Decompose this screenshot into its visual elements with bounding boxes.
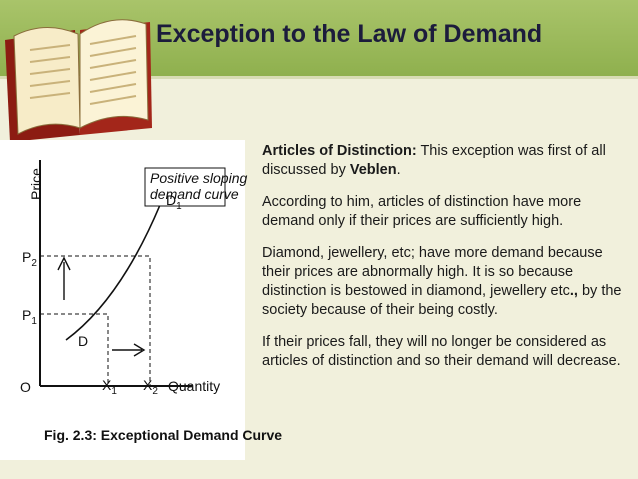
bold-text: Veblen bbox=[349, 162, 397, 178]
demand-curve bbox=[65, 204, 161, 341]
guide-lines bbox=[40, 255, 151, 386]
annotation: Positive sloping bbox=[150, 170, 247, 186]
paragraph: Articles of Distinction: This exception … bbox=[262, 142, 634, 180]
paragraph: If their prices fall, they will no longe… bbox=[262, 333, 634, 371]
text: According to him, articles of distinctio… bbox=[262, 194, 582, 229]
header-rule bbox=[0, 76, 638, 79]
quantity-label: X1 bbox=[102, 377, 117, 397]
book-icon bbox=[5, 19, 152, 142]
curve-label: D1 bbox=[166, 192, 182, 212]
paragraph: According to him, articles of distinctio… bbox=[262, 193, 634, 231]
annotation: demand curve bbox=[150, 186, 239, 202]
slide-title: Exception to the Law of Demand bbox=[156, 20, 543, 48]
text: by the society because of their being co… bbox=[262, 283, 622, 318]
text: Diamond, jewellery, etc; have more deman… bbox=[262, 245, 603, 299]
text: This exception was first of all discusse… bbox=[262, 143, 606, 178]
quantity-arrow bbox=[112, 343, 146, 357]
bold-text: ., bbox=[569, 283, 578, 299]
figure-caption: Fig. 2.3: Exceptional Demand Curve bbox=[44, 427, 282, 443]
origin-label: O bbox=[20, 379, 31, 395]
price-label: P1 bbox=[22, 307, 37, 327]
annotation-box bbox=[144, 167, 226, 207]
axis-label: Quantity bbox=[168, 378, 220, 394]
text: If their prices fall, they will no longe… bbox=[262, 334, 621, 369]
price-label: P2 bbox=[22, 249, 37, 269]
figure: Positive sloping demand curve Price Quan… bbox=[0, 140, 282, 460]
slide-body: Articles of Distinction: This exception … bbox=[262, 142, 634, 384]
price-arrow bbox=[57, 256, 71, 300]
text: . bbox=[396, 162, 401, 178]
bold-text: Articles of Distinction: bbox=[262, 143, 417, 159]
curve-label: D bbox=[78, 333, 88, 349]
quantity-label: X2 bbox=[143, 377, 158, 397]
paragraph: Diamond, jewellery, etc; have more deman… bbox=[262, 244, 634, 320]
axis-label: Price bbox=[28, 168, 44, 200]
